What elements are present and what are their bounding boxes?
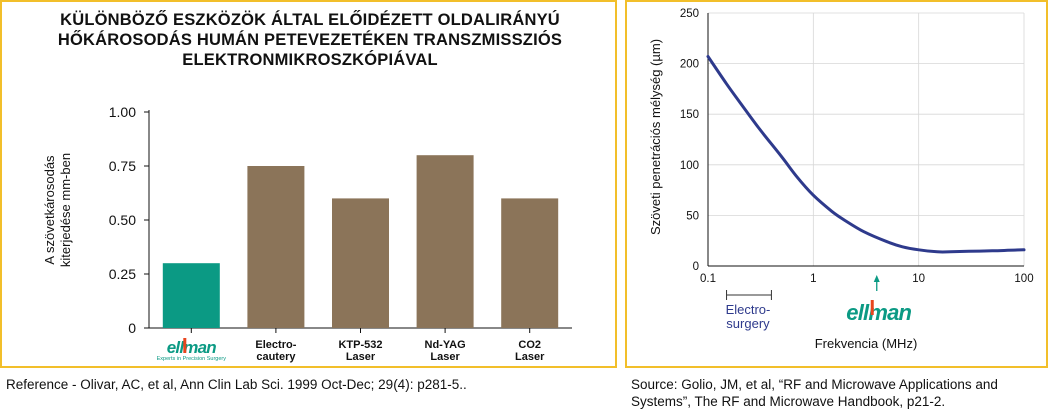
- bar-chart-title: KÜLÖNBÖZŐ ESZKÖZÖK ÁLTAL ELŐIDÉZETT OLDA…: [58, 10, 562, 69]
- line-xtick-label-2: 10: [912, 273, 925, 285]
- line-chart-axes: 0 50 100 150 200 250 0.1 1 10 100: [680, 8, 1034, 285]
- bar-ylabel-line-0: A szövetkárosodás: [42, 155, 57, 265]
- category-ellman-logo: ellman: [167, 338, 217, 357]
- line-chart-grid: [707, 12, 1025, 267]
- line-chart-series: [706, 55, 1026, 254]
- category-label-1-0: Electro-: [255, 339, 296, 351]
- line-chart-annotations: Electro-surgery ellman: [726, 275, 912, 331]
- bar-3: [416, 155, 474, 328]
- ellman-marker-arrow-head: [873, 275, 880, 282]
- bar-ytick-label-4: 1.00: [109, 104, 136, 120]
- bar-chart-axes: 0 0.25 0.50 0.75 1.00: [109, 104, 572, 336]
- bar-chart-bars: [162, 155, 559, 328]
- reference-right: Source: Golio, JM, et al, “RF and Microw…: [631, 377, 998, 409]
- ellman-logo-stripe: [183, 338, 187, 353]
- line-ellman-logo: ellman: [846, 300, 912, 325]
- line-chart: 0 50 100 150 200 250 0.1 1 10 100 Electro-surgery…: [648, 8, 1034, 351]
- bar-ytick-label-2: 0.50: [109, 212, 136, 228]
- bar-title-line-1: HŐKÁROSODÁS HUMÁN PETEVEZETÉKEN TRANSZMI…: [58, 30, 562, 49]
- bar-ylabel-line-1: kiterjedése mm-ben: [58, 153, 73, 267]
- category-label-4-1: Laser: [515, 351, 545, 363]
- bar-0: [162, 263, 220, 328]
- line-xtick-label-0: 0.1: [700, 273, 716, 285]
- electrosurgery-label-0: Electro-: [726, 302, 771, 317]
- category-label-1-1: cautery: [256, 351, 296, 363]
- category-label-2-1: Laser: [346, 351, 376, 363]
- category-label-2-0: KTP-532: [338, 339, 382, 351]
- bar-ytick-label-1: 0.25: [109, 266, 136, 282]
- series-line-0: [706, 55, 1026, 254]
- category-label-3-1: Laser: [430, 351, 460, 363]
- line-ytick-label-1: 50: [686, 210, 699, 222]
- ellman-logo-stripe: [870, 300, 874, 315]
- bar-chart: KÜLÖNBÖZŐ ESZKÖZÖK ÁLTAL ELŐIDÉZETT OLDA…: [42, 10, 572, 363]
- bar-ytick-label-3: 0.75: [109, 158, 136, 174]
- bar-1: [247, 166, 305, 328]
- ellman-logo-text: ellman: [846, 300, 911, 325]
- line-xtick-label-3: 100: [1014, 273, 1033, 285]
- bar-title-line-2: ELEKTRONMIKROSZKÓPIÁVAL: [182, 50, 437, 69]
- ellman-logo-text: ellman: [167, 338, 216, 357]
- electrosurgery-label-1: surgery: [726, 316, 770, 331]
- bar-2: [332, 198, 389, 328]
- line-chart-panel: 0 50 100 150 200 250 0.1 1 10 100 Electro-surgery…: [625, 0, 1048, 368]
- line-ytick-label-4: 200: [680, 59, 699, 71]
- bar-chart-ylabel: A szövetkárosodás kiterjedése mm-ben: [42, 153, 73, 267]
- line-ytick-label-5: 250: [680, 8, 699, 20]
- reference-left: Reference - Olivar, AC, et al, Ann Clin …: [6, 377, 467, 392]
- line-ytick-label-3: 150: [680, 109, 699, 121]
- category-ellman-tagline: Experts in Precision Surgery: [157, 356, 227, 362]
- line-xtick-label-1: 1: [810, 273, 816, 285]
- line-ytick-label-2: 100: [680, 160, 699, 172]
- bar-chart-panel: KÜLÖNBÖZŐ ESZKÖZÖK ÁLTAL ELŐIDÉZETT OLDA…: [0, 0, 617, 368]
- line-ylabel: Szöveti penetrációs mélység (µm): [648, 39, 663, 235]
- bar-4: [501, 198, 559, 328]
- category-label-3-0: Nd-YAG: [425, 339, 466, 351]
- bar-title-line-0: KÜLÖNBÖZŐ ESZKÖZÖK ÁLTAL ELŐIDÉZETT OLDA…: [60, 10, 560, 29]
- line-chart-labels: Frekvencia (MHz) Szöveti penetrációs mély…: [648, 39, 917, 351]
- line-ytick-label-0: 0: [693, 261, 699, 273]
- category-label-4-0: CO2: [518, 339, 541, 351]
- bar-ytick-label-0: 0: [128, 320, 136, 336]
- line-xlabel: Frekvencia (MHz): [815, 336, 918, 351]
